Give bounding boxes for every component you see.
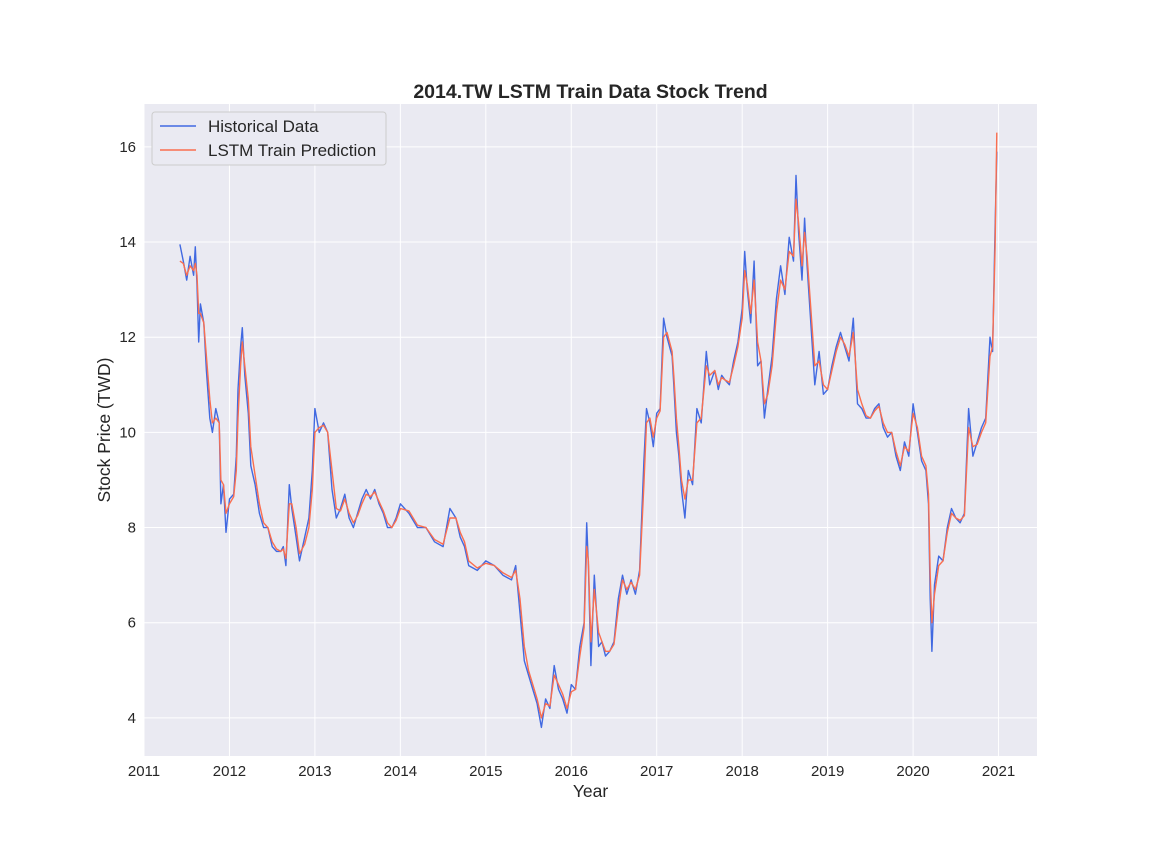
- y-tick-label: 12: [119, 329, 136, 346]
- chart-title: 2014.TW LSTM Train Data Stock Trend: [413, 81, 767, 103]
- y-tick-label: 14: [119, 234, 136, 251]
- x-tick-label: 2017: [640, 763, 673, 780]
- x-tick-label: 2018: [725, 763, 758, 780]
- x-tick-label: 2012: [213, 763, 246, 780]
- series-layer: [179, 132, 998, 729]
- x-tick-label: 2011: [128, 763, 160, 780]
- tick-labels: 2011 2012 2013 2014 2015 2016 2017 2018 2019 2020…: [119, 139, 1015, 780]
- y-tick-label: 8: [128, 520, 136, 537]
- y-axis-label: Stock Price (TWD): [94, 358, 114, 503]
- x-tick-label: 2015: [469, 763, 502, 780]
- x-tick-label: 2021: [982, 763, 1015, 780]
- x-tick-label: 2013: [298, 763, 331, 780]
- legend-box: [151, 111, 387, 166]
- x-axis-label: Year: [573, 781, 609, 801]
- legend: Historical Data LSTM Train Prediction: [151, 111, 387, 166]
- x-tick-label: 2019: [811, 763, 844, 780]
- legend-label-historical: Historical Data: [208, 117, 319, 136]
- y-tick-label: 4: [128, 710, 136, 727]
- y-tick-label: 10: [119, 424, 136, 441]
- x-tick-label: 2014: [384, 763, 417, 780]
- x-tick-label: 2016: [555, 763, 588, 780]
- series-line-prediction: [179, 132, 998, 719]
- y-tick-label: 6: [128, 615, 136, 632]
- x-tick-label: 2020: [896, 763, 929, 780]
- y-tick-label: 16: [119, 139, 136, 156]
- legend-label-prediction: LSTM Train Prediction: [208, 141, 376, 160]
- grid: [143, 104, 1037, 756]
